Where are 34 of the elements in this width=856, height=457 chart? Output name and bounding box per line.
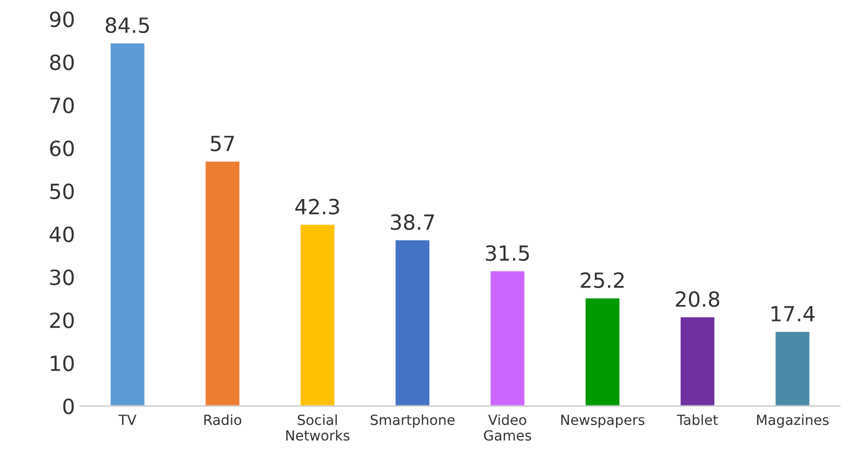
bar: [489, 270, 526, 406]
data-label: 57: [210, 136, 234, 152]
bar: [774, 330, 811, 406]
data-label: 84.5: [106, 17, 149, 34]
y-tick-label: 60: [50, 140, 74, 156]
data-label: 20.8: [676, 291, 720, 307]
y-tick-label: 70: [50, 97, 74, 114]
bar: [679, 316, 716, 406]
x-tick-label: Magazines: [757, 414, 829, 428]
bar: [204, 160, 241, 406]
x-tick-label: Video Games: [484, 414, 532, 441]
y-tick-label: 0: [63, 398, 74, 414]
bar: [584, 296, 621, 406]
y-tick-label: 50: [50, 183, 74, 200]
x-tick-label: Newspapers: [561, 414, 644, 428]
y-tick-label: 90: [50, 11, 74, 28]
x-tick-label: Tablet: [676, 414, 718, 426]
y-tick-label: 20: [50, 312, 74, 328]
x-tick-label: Radio: [204, 414, 242, 426]
data-label: 25.2: [580, 272, 624, 288]
bar: [109, 42, 146, 406]
x-tick-label: TV: [118, 414, 136, 425]
x-tick-label: Smartphone: [370, 414, 454, 428]
data-label: 31.5: [486, 245, 529, 261]
y-tick-label: 10: [50, 355, 74, 372]
bar: [299, 223, 336, 406]
y-tick-label: 80: [50, 54, 74, 70]
data-label: 17.4: [772, 306, 815, 322]
x-tick-label: Social Networks: [286, 414, 350, 441]
data-label: 38.7: [390, 214, 434, 230]
y-tick-label: 40: [50, 226, 74, 242]
bar: [394, 238, 431, 406]
data-label: 42.3: [295, 198, 340, 215]
y-tick-label: 30: [50, 269, 74, 286]
